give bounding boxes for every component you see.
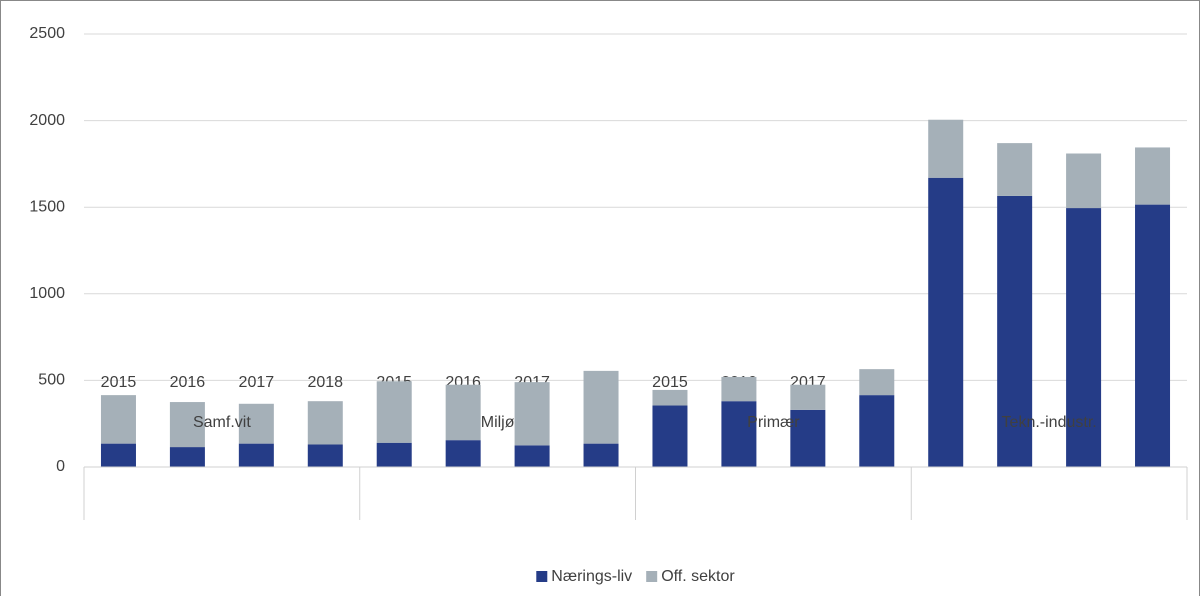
legend-label: Off. sektor	[661, 568, 735, 585]
y-tick-label: 1000	[29, 285, 65, 302]
bar-segment	[1066, 208, 1102, 468]
bar-segment	[1066, 153, 1102, 209]
bar-segment	[376, 442, 412, 467]
x-tick-label: 2018	[307, 374, 343, 391]
bar-segment	[997, 195, 1033, 467]
bar-segment	[928, 177, 964, 468]
y-tick-label: 2500	[29, 25, 65, 42]
bar-segment	[514, 382, 550, 446]
bar-segment	[721, 401, 757, 467]
y-tick-label: 500	[38, 372, 65, 389]
legend-label: Nærings-liv	[551, 568, 632, 585]
bar-segment	[790, 409, 826, 467]
bar-segment	[652, 405, 688, 467]
x-tick-label: 2016	[170, 374, 206, 391]
bar-segment	[1135, 147, 1171, 205]
bar-segment	[100, 395, 136, 444]
bar-segment	[445, 384, 481, 441]
bar-segment	[238, 403, 274, 444]
y-tick-label: 1500	[29, 198, 65, 215]
bar-segment	[1135, 204, 1171, 468]
group-label: Samf.vit	[193, 414, 251, 431]
bar-segment	[790, 384, 826, 410]
bar-segment	[859, 369, 895, 396]
legend-swatch	[536, 571, 548, 582]
group-label: Primær	[747, 414, 800, 431]
bar-segment	[445, 440, 481, 467]
bar-segment	[100, 443, 136, 467]
bar-segment	[169, 447, 205, 467]
bar-segment	[721, 376, 757, 402]
x-tick-label: 2015	[652, 374, 688, 391]
bar-segment	[583, 370, 619, 444]
y-tick-label: 2000	[29, 112, 65, 129]
bar-segment	[583, 443, 619, 467]
legend-swatch	[646, 571, 658, 582]
group-label: Miljø	[481, 414, 515, 431]
x-tick-label: 2015	[101, 374, 137, 391]
bar-segment	[307, 401, 343, 445]
group-label: Tekn.-industr.	[1002, 414, 1097, 431]
bar-segment	[514, 445, 550, 467]
bar-segment	[997, 143, 1033, 196]
bar-segment	[307, 444, 343, 467]
y-tick-label: 0	[56, 458, 65, 475]
bar-segment	[238, 443, 274, 467]
x-tick-label: 2017	[239, 374, 275, 391]
bar-segment	[652, 389, 688, 406]
bar-segment	[928, 119, 964, 178]
bar-segment	[859, 395, 895, 467]
bar-segment	[376, 381, 412, 443]
bar-segment	[169, 402, 205, 448]
